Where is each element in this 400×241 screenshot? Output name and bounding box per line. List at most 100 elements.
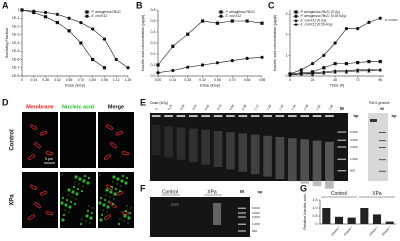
y-tick-label: 0.6 (151, 8, 156, 12)
nucleic-acid (123, 214, 127, 218)
lane-label: 1.82 (315, 104, 322, 111)
y-tick-label: 1.5 (313, 198, 318, 202)
nucleic-acid (100, 213, 104, 217)
marker (156, 71, 160, 75)
smear (176, 127, 186, 160)
marker (322, 53, 326, 57)
genome-band (370, 119, 377, 122)
marker (114, 57, 118, 62)
lane-label: 1.96 (328, 104, 335, 111)
y-tick-label: 1E-2 (12, 24, 20, 28)
bar (360, 208, 369, 224)
legend-label: E. coli K12 (92, 14, 108, 18)
ladder-band (337, 170, 347, 172)
bp-value: 1,000 (350, 157, 358, 161)
nucleic-acid (117, 222, 121, 226)
nucleic-acid (88, 205, 90, 207)
cell (29, 184, 38, 190)
marker (171, 44, 175, 48)
nucleic-acid (71, 196, 73, 198)
nucleic-acid (61, 196, 65, 200)
row-header: Control (10, 129, 16, 151)
nucleic-acid (123, 220, 125, 222)
bp-label: bp (258, 189, 263, 194)
gel (150, 197, 250, 237)
column-header: Merge (108, 104, 124, 110)
panel-letter: E (140, 97, 146, 107)
y-axis-label: Surviving Fraction (5, 28, 9, 58)
cell (104, 154, 111, 161)
y-tick-label: 1 (18, 8, 20, 12)
marker (126, 66, 130, 70)
bp-label: bp (392, 113, 397, 118)
marker (55, 12, 59, 16)
well (176, 115, 186, 117)
genome-label: PAO1 genome (369, 101, 390, 105)
nucleic-acid (64, 209, 66, 211)
y-tick-label: 1E-3 (12, 33, 20, 37)
cell (45, 211, 54, 216)
y-tick-label: 0.0 (151, 74, 156, 78)
micrograph (98, 172, 134, 228)
nucleic-acid (69, 200, 73, 204)
bar (322, 208, 331, 224)
nucleic-acid (98, 201, 102, 205)
cell (110, 142, 117, 149)
lane-label: 1.12 (253, 104, 260, 111)
cell (39, 190, 48, 196)
bp-value: 5,000 (252, 206, 260, 210)
x-tick-label: RNase I (343, 225, 353, 236)
well (201, 115, 211, 117)
cell (28, 214, 35, 221)
scale-bar-label: 5 μm (45, 157, 53, 161)
nucleic-acid (85, 214, 89, 218)
marker (299, 72, 303, 76)
nucleic-acid (74, 175, 78, 179)
micrograph (98, 112, 134, 168)
nucleic-acid (102, 203, 106, 207)
nucleic-acid (118, 189, 122, 193)
smear (325, 141, 334, 189)
marker (310, 71, 315, 75)
marker (230, 19, 234, 23)
cell (34, 142, 41, 149)
ladder-band (379, 147, 386, 148)
x-tick-label: DNase I (368, 225, 378, 236)
cell (104, 214, 111, 221)
cell (121, 151, 130, 156)
nucleic-acid (90, 211, 94, 215)
marker (102, 66, 107, 70)
smear (213, 203, 221, 225)
x-tick-label: - (324, 226, 328, 229)
legend-label: P. aeruginosa PAO1 (0.56 kGy) (301, 14, 347, 18)
nucleic-acid (72, 185, 76, 189)
ladder-band (337, 131, 347, 133)
smear (275, 137, 285, 179)
marker (322, 66, 326, 70)
x-tick-label: 0.42 (54, 78, 61, 82)
legend-marker (219, 14, 223, 18)
nucleic-acid (99, 196, 103, 200)
series-line (157, 20, 263, 66)
nucleic-acid (111, 202, 115, 206)
y-tick-label: 2 (286, 33, 288, 37)
marker (367, 59, 371, 64)
nucleic-acid (106, 211, 108, 213)
marker (299, 68, 303, 72)
marker (378, 68, 382, 72)
marker (260, 55, 264, 59)
smear (312, 140, 322, 187)
cell (115, 130, 124, 136)
well (287, 115, 297, 117)
lane-label: 0.84 (229, 104, 236, 111)
x-axis-label: Time (h) (330, 83, 345, 88)
marker (344, 26, 348, 31)
marker (378, 59, 382, 64)
nucleic-acid (105, 188, 109, 192)
nucleic-acid (68, 211, 70, 213)
group-label: XPa (372, 191, 382, 197)
nucleic-acid (86, 209, 90, 213)
y-tick-label: 0.3 (151, 41, 156, 45)
legend-label: E. coli K12 (226, 14, 242, 18)
micrograph (60, 172, 96, 228)
